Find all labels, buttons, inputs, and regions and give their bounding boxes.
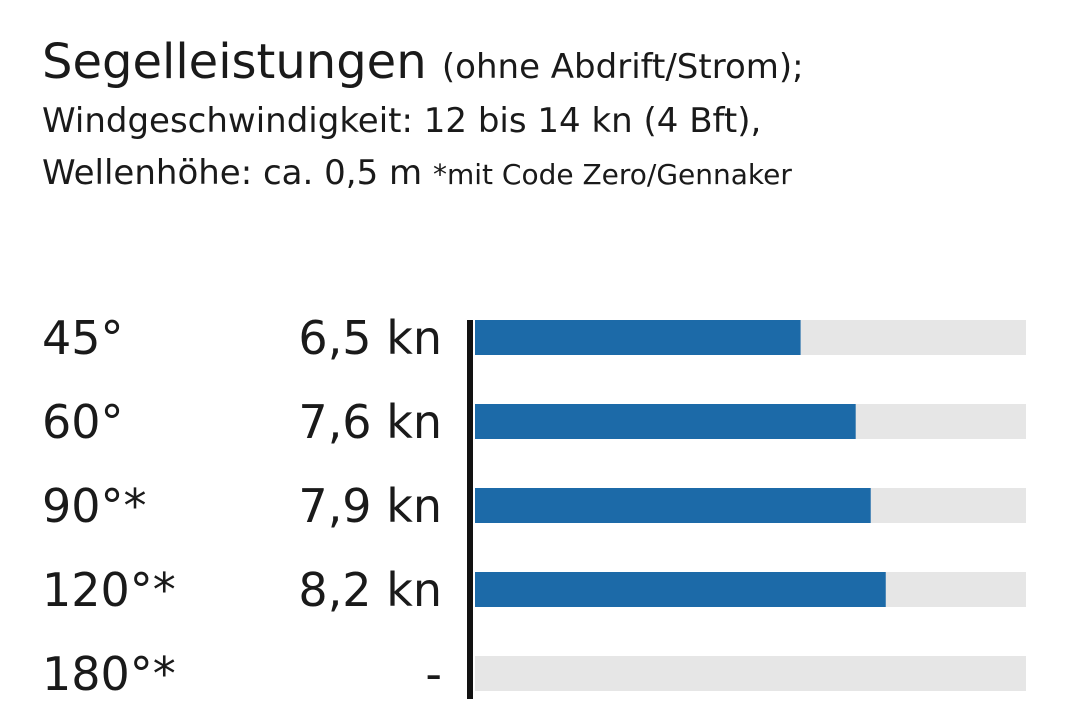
axis-line	[467, 320, 473, 699]
value-label: -	[425, 647, 442, 701]
chart-header: Segelleistungen (ohne Abdrift/Strom); Wi…	[42, 38, 1052, 190]
value-label: 7,6 kn	[298, 395, 442, 449]
conditions-wind: Windgeschwindigkeit: 12 bis 14 kn (4 Bft…	[42, 101, 762, 141]
title-line: Segelleistungen (ohne Abdrift/Strom);	[42, 38, 1052, 86]
conditions-waves: Wellenhöhe: ca. 0,5 m	[42, 153, 423, 193]
bar	[475, 488, 871, 523]
value-label: 8,2 kn	[298, 563, 442, 617]
category-label: 60°	[42, 395, 124, 449]
bar-track	[475, 656, 1026, 691]
chart-title-suffix: (ohne Abdrift/Strom);	[441, 47, 804, 87]
bar	[475, 572, 886, 607]
category-label: 120°*	[42, 563, 176, 617]
category-label: 90°*	[42, 479, 147, 533]
chart-title: Segelleistungen	[42, 34, 427, 90]
value-label: 6,5 kn	[298, 311, 442, 365]
value-label: 7,9 kn	[298, 479, 442, 533]
conditions-waves-line: Wellenhöhe: ca. 0,5 m *mit Code Zero/Gen…	[42, 156, 1052, 190]
bar	[475, 320, 801, 355]
footnote: *mit Code Zero/Gennaker	[432, 158, 792, 191]
bar	[475, 404, 856, 439]
category-label: 180°*	[42, 647, 176, 701]
category-label: 45°	[42, 311, 124, 365]
